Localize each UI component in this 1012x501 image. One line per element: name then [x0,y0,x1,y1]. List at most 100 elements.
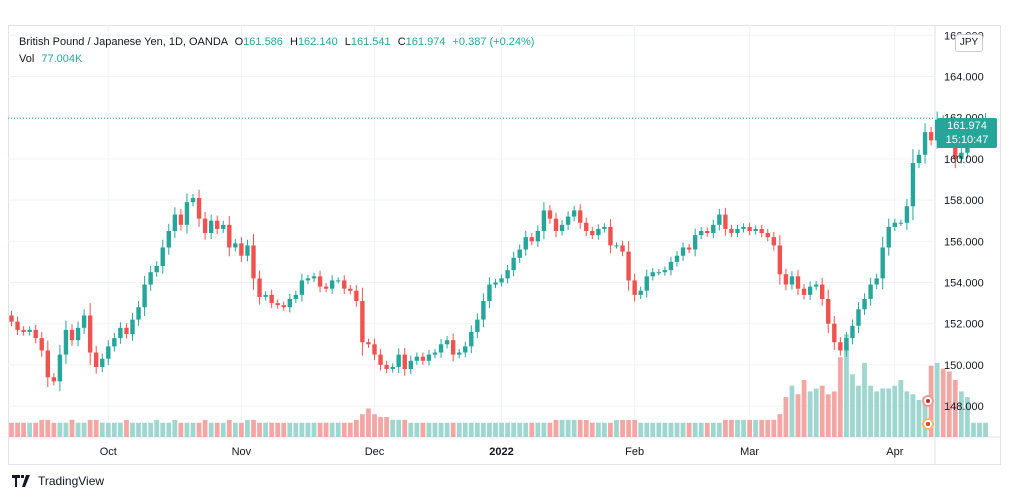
volume-bar [450,422,456,437]
volume-bar [245,419,250,437]
volume-bar [650,422,656,437]
volume-bar [390,419,396,437]
open-label: O [234,36,244,48]
high-value: 162.140 [297,36,338,48]
candle-body [838,342,843,351]
candle-body [959,152,964,159]
volume-bar [723,419,728,437]
price-axis[interactable]: 148.000 150.000 152.000 154.000 156.000 158.0… [944,30,984,413]
candle-body [832,323,837,343]
candle-body [402,354,407,370]
candle-body [729,228,734,234]
volume-bar [511,422,517,437]
candle-body [69,329,75,341]
candle-body [166,231,171,248]
volume-bar [232,422,238,437]
volume-bar [474,422,480,437]
y-tick-label: 154.000 [944,278,984,290]
volume-bar [595,422,601,437]
candle-body [414,356,420,361]
candle-body [711,224,716,234]
close-label: C [397,36,406,48]
candle-body [160,247,165,267]
candle-body [257,278,262,297]
candle-body [880,247,885,279]
candle-body [475,319,480,332]
volume-bar [323,422,329,437]
candle-body [450,340,456,355]
volume-bar [662,422,668,437]
candle-body [874,278,879,285]
volume-bar [81,422,87,437]
volume-bar [771,419,777,437]
currency-badge[interactable]: JPY [955,34,983,52]
volume-bar [414,422,420,437]
candle-body [686,247,692,250]
candle-body [287,298,292,308]
brand-name: TradingView [38,474,105,488]
tradingview-logo[interactable]: TradingView [12,474,104,488]
volume-bar [21,422,26,437]
volume-bar [844,334,849,437]
candle-body [384,364,389,370]
time-axis[interactable]: Oct Nov Dec 2022 Feb Mar Apr [100,446,904,458]
volume-bar [559,419,565,437]
candle-body [656,272,662,274]
y-tick-label: 148.000 [944,401,984,413]
volume-bars [9,334,988,437]
y-tick-label: 158.000 [944,195,984,207]
volume-bar [69,419,75,437]
volume-bar [378,417,383,437]
candle-body [208,220,214,234]
candle-body [535,231,541,242]
candle-body [826,298,831,324]
volume-bar [608,422,613,437]
candle-body [529,237,534,242]
volume-bar [456,422,462,437]
candle-body [372,344,377,355]
volume-bar [384,417,389,437]
candle-body [87,315,93,353]
x-tick-label: 2022 [489,446,513,458]
volume-bar [620,419,625,437]
candle-body [632,280,637,295]
volume-bar [311,422,317,437]
volume-bar [281,422,287,437]
volume-bar [874,391,880,437]
candle-body [674,255,680,262]
economic-event-icon[interactable] [922,418,934,430]
candle-body [602,226,607,229]
volume-bar [444,422,450,437]
volume-bar [971,422,976,437]
symbol-title[interactable]: British Pound / Japanese Yen, 1D, OANDA [19,36,228,48]
volume-bar [45,419,51,437]
candle-body [245,245,250,256]
volume-label[interactable]: Vol [19,53,35,65]
volume-bar [632,419,638,437]
candle-body [342,280,347,289]
candle-body [215,220,220,229]
volume-bar [710,422,716,437]
volume-bar [886,388,892,437]
volume-bar [958,391,964,437]
change-value: +0.387 (+0.24%) [452,36,535,48]
candle-body [172,214,178,231]
candle-body [94,352,99,367]
volume-bar [136,422,141,437]
candle-body [910,163,916,207]
candle-body [390,366,395,370]
candle-body [523,237,528,250]
y-tick-label: 156.000 [944,236,984,248]
volume-bar [432,422,438,437]
volume-bar [269,422,275,437]
candlestick-chart[interactable]: 148.000 150.000 152.000 154.000 156.000 158.0… [8,25,1001,465]
volume-bar [299,422,305,437]
candle-body [202,218,208,234]
candle-body [9,315,14,322]
volume-bar [638,422,644,437]
volume-bar [952,380,958,437]
uk-flag-event-icon[interactable] [922,395,934,407]
volume-bar [759,419,765,437]
candle-body [692,235,698,250]
volume-bar [801,380,807,437]
